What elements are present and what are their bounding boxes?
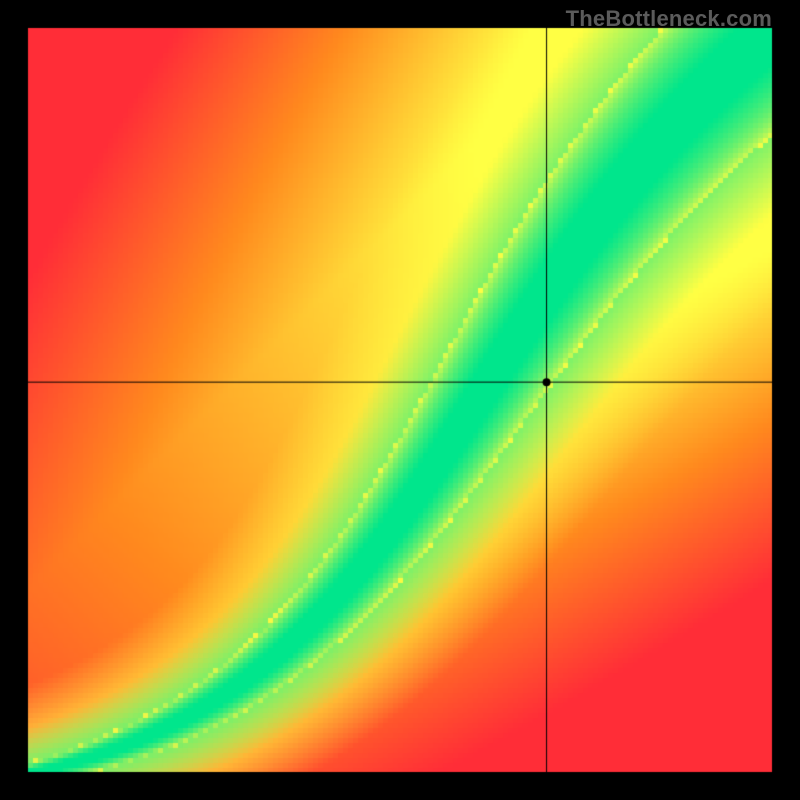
heatmap-canvas bbox=[0, 0, 800, 800]
watermark-text: TheBottleneck.com bbox=[566, 6, 772, 32]
chart-container: TheBottleneck.com bbox=[0, 0, 800, 800]
